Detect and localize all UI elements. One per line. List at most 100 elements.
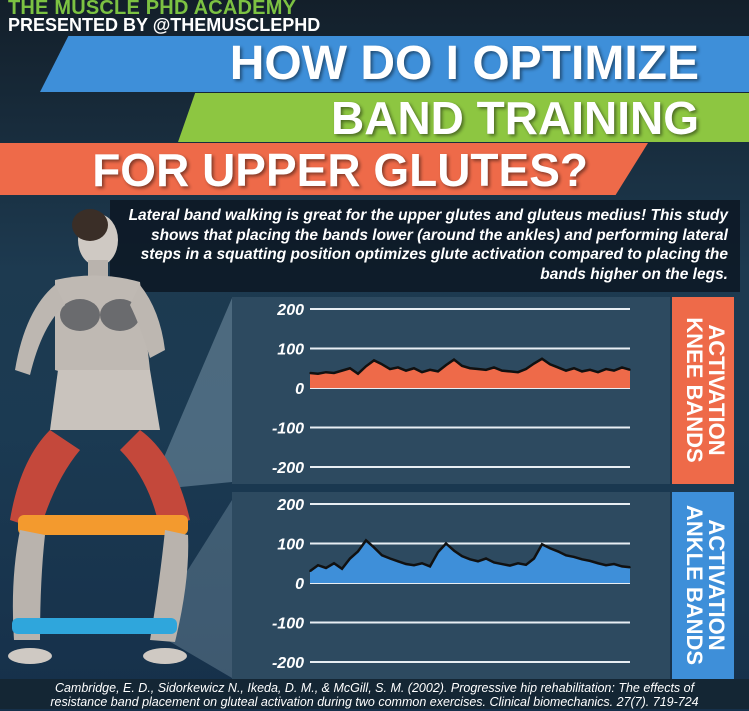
ankle-chart-data-point — [405, 563, 407, 565]
knee-chart-data-point — [461, 365, 463, 367]
ankle-chart-data-point — [485, 557, 487, 560]
knee-chart-data-point — [325, 371, 327, 373]
intro-text: Lateral band walking is great for the up… — [128, 207, 728, 283]
knee-chart-ytick-label: -200 — [272, 460, 304, 477]
ankle-chart-data-point — [373, 546, 375, 549]
knee-chart-data-point — [445, 364, 447, 366]
ankle-chart-ytick-label: -100 — [272, 616, 304, 633]
intro-box: Lateral band walking is great for the up… — [110, 200, 740, 292]
knee-chart-data-point — [349, 367, 351, 370]
knee-chart-data-point — [309, 372, 311, 374]
knee-chart-data-point — [525, 368, 527, 370]
ankle-chart-data-point — [469, 558, 471, 561]
knee-chart-data-point — [597, 371, 599, 373]
ankle-chart-data-point — [493, 561, 495, 564]
knee-chart-data-point — [333, 372, 335, 374]
ankle-label-line1: ACTIVATION — [704, 519, 729, 650]
ankle-chart-data-point — [557, 550, 559, 553]
knee-chart-data-point — [357, 372, 359, 375]
knee-chart-data-point — [397, 366, 399, 369]
ankle-chart-data-point — [453, 549, 455, 552]
ankle-chart-data-point — [597, 562, 599, 565]
ankle-chart-data-point — [437, 551, 439, 553]
knee-chart-data-point — [485, 369, 487, 371]
citation-line-1: Cambridge, E. D., Sidorkewicz N., Ikeda,… — [54, 681, 695, 695]
ankle-chart-data-point — [333, 562, 335, 565]
knee-chart-data-point — [549, 363, 551, 366]
ankle-chart-data-point — [317, 564, 319, 567]
knee-chart-data-point — [629, 369, 631, 371]
exercise-figure-illustration — [8, 209, 232, 678]
ankle-label-line2: ANKLE BANDS — [682, 505, 707, 665]
knee-chart-data-point — [613, 369, 615, 372]
knee-chart-data-point — [453, 358, 455, 361]
ankle-chart-data-point — [525, 564, 527, 566]
ankle-chart-data-point — [341, 567, 343, 570]
ankle-bands-label-bar: ACTIVATION ANKLE BANDS — [672, 492, 734, 679]
knee-chart-data-point — [573, 367, 575, 370]
ankle-chart-data-point — [509, 564, 511, 567]
citation-line-2: resistance band placement on gluteal act… — [50, 695, 699, 709]
ankle-chart-data-point — [549, 547, 551, 550]
ankle-chart-data-point — [389, 557, 391, 560]
knee-chart-data-point — [517, 371, 519, 373]
knee-chart-data-point — [381, 363, 383, 366]
knee-chart-area — [310, 358, 630, 388]
knee-chart-data-point — [533, 362, 535, 365]
knee-chart-data-point — [509, 370, 511, 373]
ankle-chart-data-point — [581, 558, 583, 561]
ankle-chart-data-point — [533, 557, 535, 560]
knee-chart-data-point — [493, 366, 495, 369]
knee-chart-ytick-label: 200 — [276, 302, 304, 319]
academy-title: THE MUSCLE PHD ACADEMY — [8, 0, 297, 19]
ankle-chart-data-point — [629, 566, 631, 568]
ankle-chart-data-point — [421, 562, 423, 565]
ankle-chart-data-point — [517, 562, 519, 565]
knee-chart-data-point — [429, 369, 431, 371]
knee-chart-data-point — [365, 365, 367, 368]
ankle-chart-ytick-label: 0 — [295, 576, 304, 593]
ankle-chart-data-point — [349, 557, 351, 560]
knee-chart-data-point — [317, 372, 319, 375]
ankle-chart-data-point — [573, 556, 575, 558]
knee-chart-data-point — [589, 369, 591, 371]
ankle-chart-data-point — [309, 570, 311, 572]
title-line-2: BAND TRAINING — [178, 93, 749, 142]
knee-chart-data-point — [565, 369, 567, 372]
knee-bands-label-bar: ACTIVATION KNEE BANDS — [672, 297, 734, 484]
ankle-chart-panel — [232, 492, 670, 679]
ankle-chart-ytick-label: 100 — [277, 537, 304, 554]
ankle-chart-data-point — [413, 564, 415, 567]
ankle-chart-data-point — [397, 560, 399, 563]
knee-chart-data-point — [469, 367, 471, 370]
knee-chart-data-point — [621, 366, 623, 369]
title-line-1: HOW DO I OPTIMIZE — [40, 36, 749, 92]
ankle-chart-data-point — [501, 563, 503, 565]
ankle-chart-data-point — [541, 543, 543, 546]
title-line-3: FOR UPPER GLUTES? — [0, 143, 648, 195]
knee-chart-data-point — [477, 368, 479, 370]
knee-chart-ytick-label: 100 — [277, 342, 304, 359]
ankle-chart-ytick-label: -200 — [272, 655, 304, 672]
ankle-chart-data-point — [477, 560, 479, 563]
knee-label-line1: ACTIVATION — [704, 324, 729, 455]
knee-chart-data-point — [581, 370, 583, 373]
knee-chart-panel — [232, 297, 670, 484]
knee-bands-chart: 200 100 0 -100 -200 — [272, 302, 631, 477]
knee-chart-data-point — [389, 368, 391, 370]
knee-chart-data-point — [605, 368, 607, 370]
citation: Cambridge, E. D., Sidorkewicz N., Ikeda,… — [0, 679, 749, 709]
knee-chart-data-point — [557, 366, 559, 369]
ankle-chart-ytick-label: 200 — [276, 497, 304, 514]
ankle-chart-area — [310, 540, 630, 583]
ankle-chart-data-point — [365, 539, 367, 542]
ankle-chart-data-point — [461, 555, 463, 557]
knee-chart-ytick-label: -100 — [272, 421, 304, 438]
ankle-bands-chart: 200 100 0 -100 -200 — [272, 497, 631, 672]
knee-chart-data-point — [421, 371, 423, 373]
knee-chart-data-point — [437, 370, 439, 373]
ankle-chart-data-point — [381, 554, 383, 557]
ankle-chart-data-point — [445, 542, 447, 545]
knee-label-line2: KNEE BANDS — [682, 317, 707, 462]
ankle-chart-data-point — [565, 554, 567, 557]
